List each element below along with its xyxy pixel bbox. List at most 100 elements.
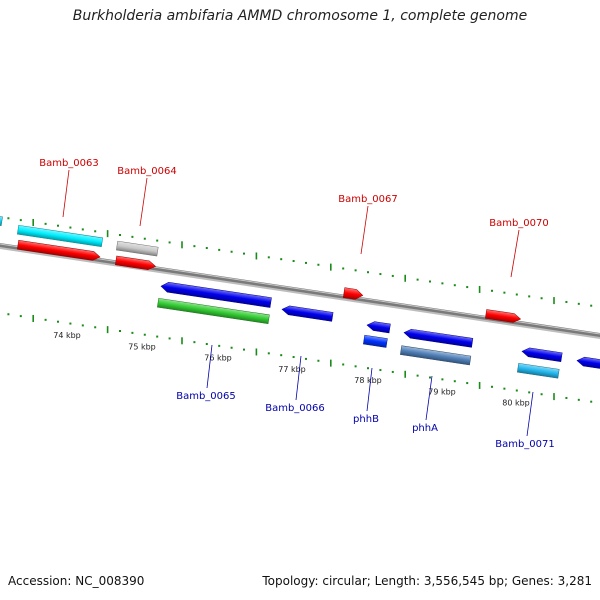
minor-tick	[280, 258, 283, 261]
gene-arrow-bamb-0070	[485, 309, 522, 323]
feature-shape	[400, 345, 472, 366]
minor-tick	[540, 393, 543, 396]
minor-tick	[577, 398, 580, 401]
minor-tick	[429, 376, 431, 379]
minor-tick	[342, 363, 345, 366]
minor-tick	[131, 331, 134, 334]
feature-bar-cyan	[17, 224, 104, 248]
label-leader-phha	[425, 375, 433, 421]
feature-shape	[157, 297, 270, 325]
gene-label-bamb-0063: Bamb_0063	[39, 158, 99, 169]
minor-tick	[168, 241, 171, 244]
accession-text: Accession: NC_008390	[8, 574, 145, 588]
feature-bar-grey	[116, 240, 159, 257]
minor-tick	[218, 344, 221, 347]
minor-tick	[292, 356, 295, 359]
scale-tick-label: 78 kbp	[354, 376, 382, 385]
label-leader-bamb-0071	[526, 391, 534, 437]
label-leader-bamb-0065	[206, 344, 213, 389]
minor-tick	[94, 230, 97, 233]
minor-tick	[193, 245, 196, 248]
gene-arrow-bamb-0066	[281, 305, 334, 322]
feature-shape	[116, 240, 159, 257]
label-leader-bamb-0066	[295, 355, 302, 401]
minor-tick	[528, 295, 531, 298]
minor-tick	[230, 346, 233, 349]
minor-tick	[429, 280, 431, 283]
minor-tick	[69, 322, 72, 325]
minor-tick	[305, 357, 307, 360]
feature-shape	[17, 224, 104, 248]
minor-tick	[57, 224, 59, 227]
feature-shape	[485, 309, 522, 323]
feature-shape	[0, 214, 3, 227]
gene-label-bamb-0070: Bamb_0070	[489, 218, 549, 229]
minor-tick	[156, 239, 159, 242]
minor-tick	[453, 284, 456, 287]
minor-tick	[590, 304, 593, 307]
minor-tick	[590, 400, 593, 403]
feature-shape	[403, 328, 474, 348]
feature-bar-blue-small	[363, 334, 388, 348]
minor-tick	[317, 263, 320, 266]
minor-tick	[503, 291, 506, 294]
minor-tick	[565, 300, 568, 303]
feature-shape	[115, 255, 157, 271]
minor-tick	[94, 326, 97, 329]
minor-tick	[577, 302, 580, 305]
minor-tick	[81, 324, 84, 327]
gene-arrow-bamb-0067	[342, 287, 364, 300]
minor-tick	[205, 247, 208, 250]
minor-tick	[168, 337, 171, 340]
gene-arrow-edge	[576, 356, 600, 371]
minor-tick	[19, 219, 22, 222]
minor-tick	[44, 318, 47, 321]
gene-label-bamb-0066: Bamb_0066	[265, 403, 325, 414]
feature-shape	[517, 362, 560, 379]
scale-tick-label: 80 kbp	[502, 398, 530, 407]
minor-tick	[193, 341, 196, 344]
minor-tick	[354, 269, 357, 272]
gene-arrow-phha	[403, 328, 474, 348]
minor-tick	[565, 396, 568, 399]
gene-label-phhb: phhB	[353, 414, 379, 425]
upper-tick-track	[7, 217, 593, 307]
minor-tick	[367, 367, 369, 370]
genome-summary-text: Topology: circular; Length: 3,556,545 bp…	[262, 574, 592, 588]
map-title: Burkholderia ambifaria AMMD chromosome 1…	[72, 8, 528, 24]
label-leader-bamb-0067	[360, 205, 369, 255]
gene-label-bamb-0071: Bamb_0071	[495, 439, 555, 450]
minor-tick	[317, 359, 320, 362]
lower-tick-track	[7, 313, 593, 403]
minor-tick	[515, 293, 518, 296]
minor-tick	[119, 234, 121, 236]
gene-label-bamb-0064: Bamb_0064	[117, 166, 177, 177]
feature-shape	[363, 334, 388, 348]
minor-tick	[528, 391, 531, 394]
minor-tick	[243, 252, 245, 255]
scale-tick-label: 74 kbp	[53, 331, 81, 340]
minor-tick	[156, 335, 159, 338]
gene-label-phha: phhA	[412, 423, 438, 434]
gene-label-bamb-0065: Bamb_0065	[176, 391, 236, 402]
minor-tick	[143, 333, 146, 336]
minor-tick	[354, 365, 357, 368]
gene-arrow-bamb-0064	[115, 255, 157, 271]
feature-bar-steelblue	[400, 345, 472, 366]
minor-tick	[7, 313, 10, 316]
minor-tick	[305, 261, 307, 264]
feature-shape	[342, 287, 364, 300]
minor-tick	[230, 250, 233, 253]
minor-tick	[342, 267, 345, 270]
feature-bar-cyan-edge	[0, 214, 3, 227]
minor-tick	[243, 348, 245, 351]
minor-tick	[491, 289, 493, 292]
minor-tick	[391, 370, 394, 373]
minor-tick	[292, 260, 295, 263]
label-leader-bamb-0070	[510, 229, 520, 278]
minor-tick	[441, 282, 444, 285]
minor-tick	[119, 330, 121, 332]
minor-tick	[379, 273, 382, 276]
minor-tick	[7, 217, 10, 220]
